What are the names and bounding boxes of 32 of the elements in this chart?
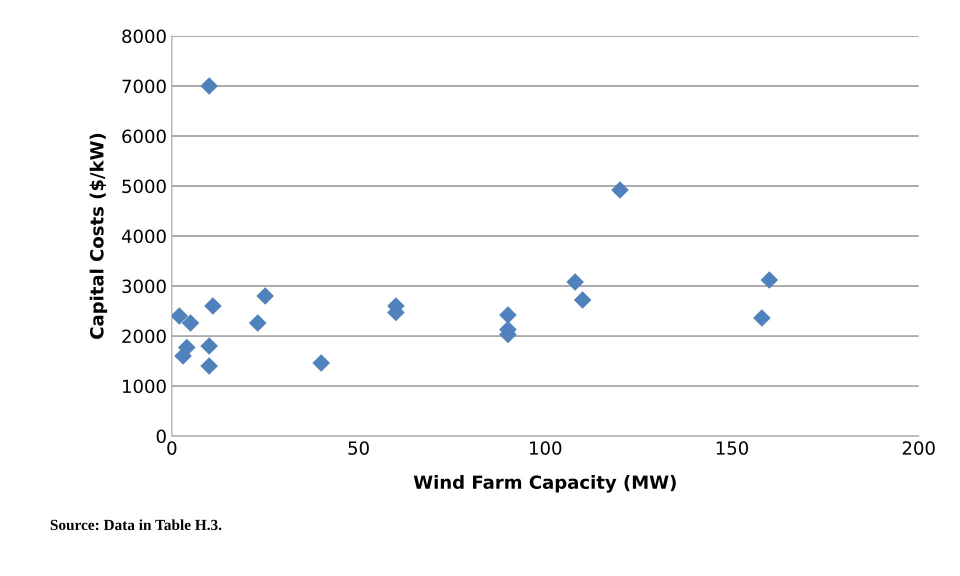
point <box>182 314 200 332</box>
point <box>172 307 188 325</box>
point <box>760 271 778 289</box>
y-tick-label: 5000 <box>122 179 166 194</box>
x-tick-label: 0 <box>167 441 176 455</box>
y-tick-label: 2000 <box>122 329 166 344</box>
point <box>200 357 218 375</box>
point <box>256 287 274 305</box>
point <box>499 306 517 324</box>
point <box>312 354 330 372</box>
point <box>753 309 771 327</box>
y-tick-label: 0 <box>156 429 166 444</box>
x-axis-title: Wind Farm Capacity (MW) <box>414 475 676 493</box>
source-note: Source: Data in Table H.3. <box>50 519 222 530</box>
x-tick-label: 200 <box>902 441 935 455</box>
y-tick-label: 4000 <box>122 229 166 244</box>
y-tick-label: 6000 <box>122 129 166 144</box>
y-axis-title: Capital Costs ($/kW) <box>90 134 108 339</box>
point <box>566 273 584 291</box>
x-tick-label: 100 <box>530 441 562 455</box>
point <box>200 337 218 355</box>
y-tick-label: 1000 <box>123 379 166 394</box>
point <box>611 181 629 199</box>
point <box>248 314 267 332</box>
y-tick-label: 3000 <box>122 279 166 294</box>
x-tick-label: 150 <box>716 441 748 455</box>
point <box>200 77 218 95</box>
y-tick-label: 8000 <box>122 29 166 44</box>
y-tick-label: 7000 <box>122 79 166 94</box>
x-tick-label: 50 <box>348 441 369 455</box>
point <box>204 297 222 315</box>
point <box>574 291 592 309</box>
